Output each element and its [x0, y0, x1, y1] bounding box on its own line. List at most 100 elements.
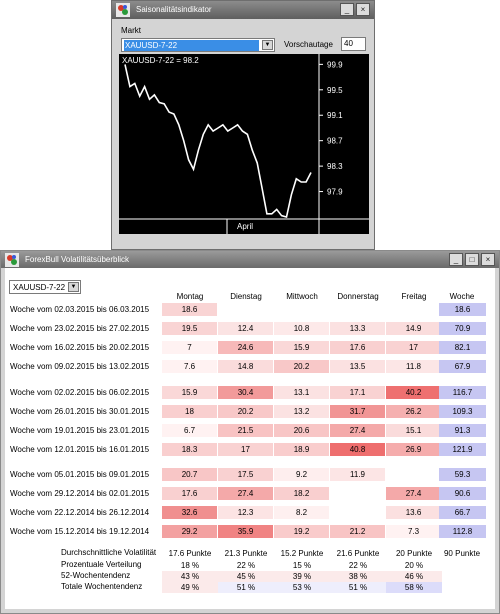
- x-tick-label: April: [237, 222, 253, 231]
- day-cell: 21.2: [330, 525, 385, 538]
- week-row-label: Woche vom 09.02.2015 bis 13.02.2015: [10, 362, 150, 371]
- chevron-down-icon[interactable]: ▼: [262, 40, 273, 50]
- day-cell: 31.7: [330, 405, 385, 418]
- day-cell: 19.2: [274, 525, 329, 538]
- week-row-label: Woche vom 02.03.2015 bis 06.03.2015: [10, 305, 150, 314]
- day-cell: 7.3: [386, 525, 441, 538]
- volatilitaet-window: ForexBull Volatilitätsüberblick _ □ × XA…: [0, 250, 500, 614]
- seasonality-chart: XAUUSD-7-22 = 98.2 97.9 98.3 98.7 99.1 99.5 99…: [119, 54, 369, 234]
- day-cell: 17.5: [218, 468, 273, 481]
- day-cell: 18.9: [274, 443, 329, 456]
- stat-value: 22 %: [348, 561, 368, 570]
- day-cell: 26.2: [386, 405, 441, 418]
- app-logo-icon: [116, 3, 130, 17]
- week-row-label: Woche vom 23.02.2015 bis 27.02.2015: [10, 324, 150, 333]
- day-cell: 17: [386, 341, 441, 354]
- day-cell: [274, 303, 329, 316]
- saisonalitaet-titlebar[interactable]: Saisonalitätsindikator _ ×: [112, 1, 374, 19]
- week-total-cell: 67.9: [439, 360, 486, 373]
- stat-label: Totale Wochentendenz: [61, 582, 143, 591]
- stat-value: 21.6 Punkte: [336, 549, 380, 558]
- day-cell: 24.6: [218, 341, 273, 354]
- day-cell: 27.4: [218, 487, 273, 500]
- week-total-cell: 112.8: [439, 525, 486, 538]
- day-cell: 13.3: [330, 322, 385, 335]
- stat-value: 17.6 Punkte: [168, 549, 212, 558]
- day-cell: 17.1: [330, 386, 385, 399]
- app-logo-icon: [5, 253, 19, 267]
- y-tick-label: 98.7: [327, 137, 343, 146]
- week-row-label: Woche vom 02.02.2015 bis 06.02.2015: [10, 388, 150, 397]
- stat-value: 58 %: [386, 582, 442, 593]
- day-cell: 7.6: [162, 360, 217, 373]
- day-cell: [386, 468, 441, 481]
- day-cell: 21.5: [218, 424, 273, 437]
- day-cell: 9.2: [274, 468, 329, 481]
- stat-value: 20 Punkte: [395, 549, 433, 558]
- y-tick-label: 97.9: [327, 188, 343, 197]
- column-header: Dienstag: [230, 292, 262, 301]
- stat-value: 46 %: [386, 571, 442, 582]
- day-cell: 18.2: [274, 487, 329, 500]
- column-header: Mittwoch: [286, 292, 318, 301]
- day-cell: 18: [162, 405, 217, 418]
- day-cell: 20.6: [274, 424, 329, 437]
- day-cell: 8.2: [274, 506, 329, 519]
- week-total-cell: 121.9: [439, 443, 486, 456]
- day-cell: 7: [162, 341, 217, 354]
- close-icon[interactable]: ×: [356, 3, 370, 16]
- day-cell: 14.9: [386, 322, 441, 335]
- day-cell: 20.2: [218, 405, 273, 418]
- day-cell: 13.6: [386, 506, 441, 519]
- day-cell: 11.8: [386, 360, 441, 373]
- stat-value: 20 %: [404, 561, 424, 570]
- day-cell: 40.8: [330, 443, 385, 456]
- day-cell: 17: [218, 443, 273, 456]
- y-tick-label: 98.3: [327, 162, 343, 171]
- markt-select-value: XAUUSD-7-22: [124, 40, 259, 51]
- close-icon[interactable]: ×: [481, 253, 495, 266]
- column-header: Donnerstag: [337, 292, 379, 301]
- stat-value: 49 %: [162, 582, 218, 593]
- stat-value: 45 %: [218, 571, 274, 582]
- minimize-icon[interactable]: _: [449, 253, 463, 266]
- minimize-icon[interactable]: _: [340, 3, 354, 16]
- y-tick-label: 99.5: [327, 86, 343, 95]
- week-total-cell: 109.3: [439, 405, 486, 418]
- week-total-cell: 59.3: [439, 468, 486, 481]
- day-cell: 20.2: [274, 360, 329, 373]
- day-cell: 15.9: [274, 341, 329, 354]
- maximize-icon[interactable]: □: [465, 253, 479, 266]
- column-header: Woche: [449, 292, 475, 301]
- day-cell: 32.6: [162, 506, 217, 519]
- stat-label: Prozentuale Verteilung: [61, 560, 142, 569]
- day-cell: 10.8: [274, 322, 329, 335]
- markt-select[interactable]: XAUUSD-7-22 ▼: [121, 38, 275, 52]
- day-cell: [218, 303, 273, 316]
- day-cell: 27.4: [386, 487, 441, 500]
- saisonalitaet-title: Saisonalitätsindikator: [136, 5, 212, 14]
- week-total-cell: 82.1: [439, 341, 486, 354]
- market-select-value: XAUUSD-7-22: [13, 283, 66, 292]
- week-total-cell: 91.3: [439, 424, 486, 437]
- week-total-cell: 18.6: [439, 303, 486, 316]
- week-row-label: Woche vom 12.01.2015 bis 16.01.2015: [10, 445, 150, 454]
- column-header: Montag: [176, 292, 204, 301]
- stat-value: 15 %: [292, 561, 312, 570]
- week-row-label: Woche vom 05.01.2015 bis 09.01.2015: [10, 470, 150, 479]
- week-row-label: Woche vom 19.01.2015 bis 23.01.2015: [10, 426, 150, 435]
- stat-value: 22 %: [236, 561, 256, 570]
- day-cell: [386, 303, 441, 316]
- stat-value: 51 %: [330, 582, 386, 593]
- day-cell: 29.2: [162, 525, 217, 538]
- day-cell: 6.7: [162, 424, 217, 437]
- day-cell: 17.6: [162, 487, 217, 500]
- day-cell: 30.4: [218, 386, 273, 399]
- chevron-down-icon[interactable]: ▼: [68, 282, 79, 292]
- volatilitaet-titlebar[interactable]: ForexBull Volatilitätsüberblick _ □ ×: [1, 251, 499, 268]
- day-cell: 15.9: [162, 386, 217, 399]
- vorschautage-input[interactable]: 40: [341, 37, 366, 51]
- y-tick-label: 99.9: [327, 60, 343, 69]
- day-cell: 13.5: [330, 360, 385, 373]
- market-select[interactable]: XAUUSD-7-22 ▼: [9, 280, 81, 294]
